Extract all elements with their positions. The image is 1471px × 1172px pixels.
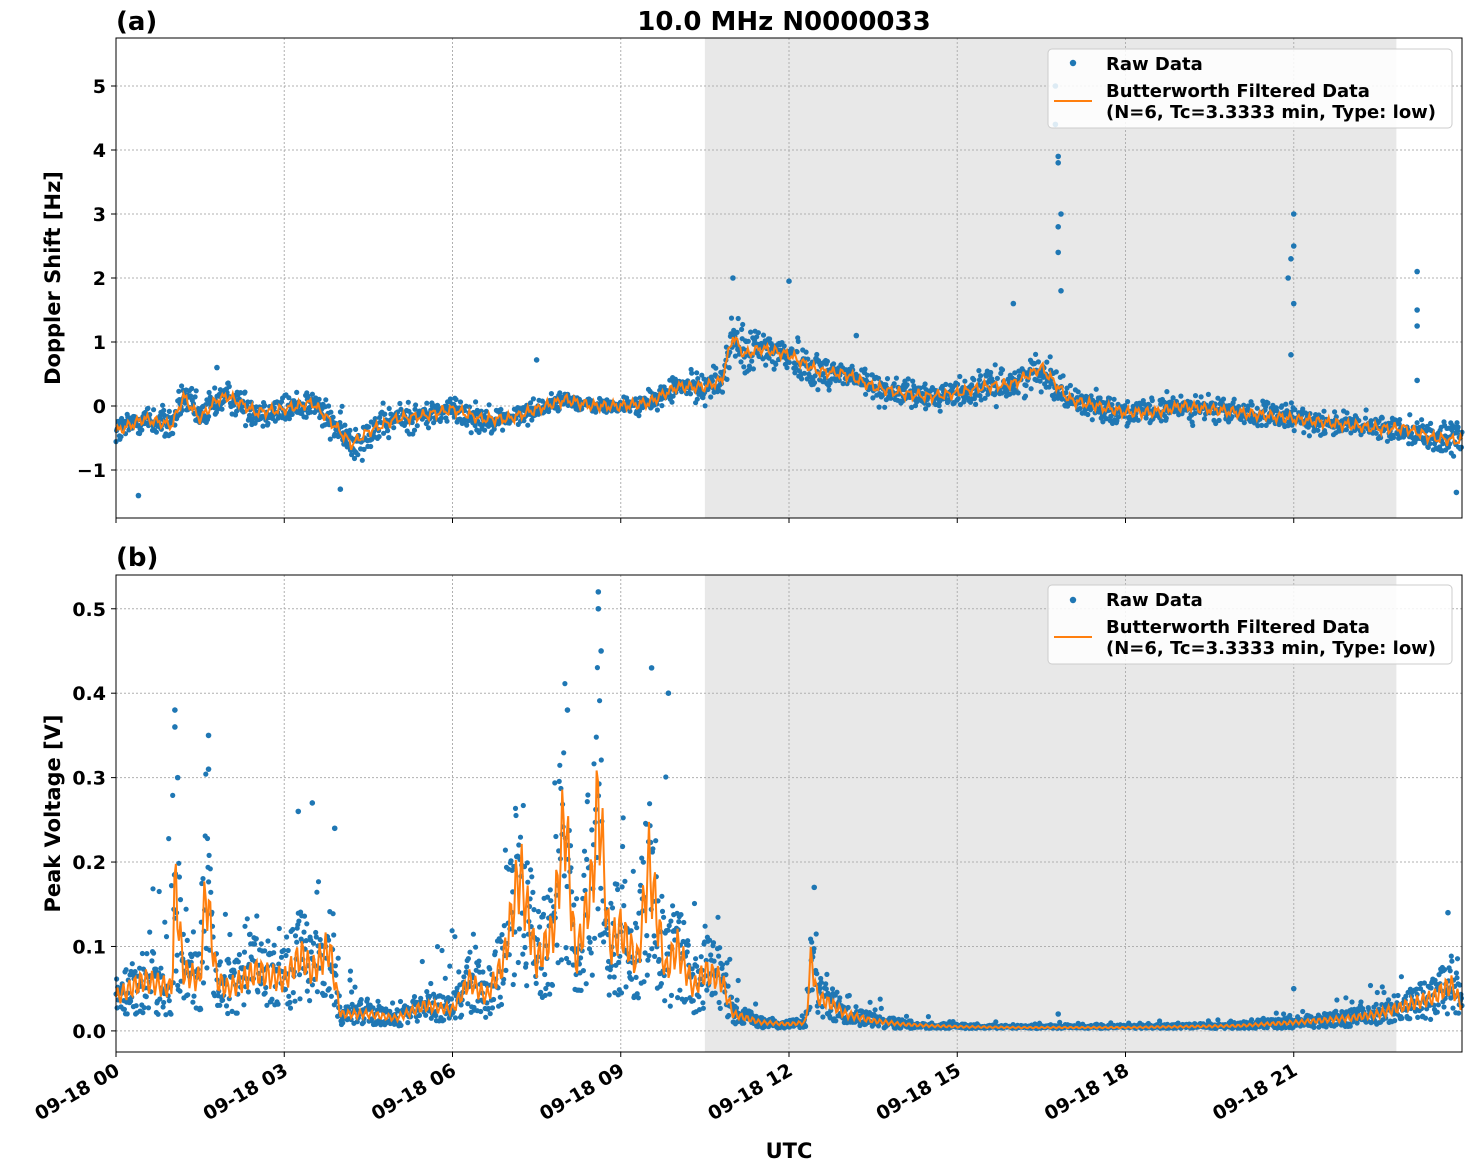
panel-b-legend-filtered-label-2: (N=6, Tc=3.3333 min, Type: low) — [1106, 638, 1436, 659]
y-tick-label: 0.2 — [72, 852, 106, 874]
y-tick-label: 0.5 — [72, 599, 106, 621]
panel-a-legend-raw-label: Raw Data — [1106, 54, 1203, 75]
raw-data-outlier-point — [1055, 224, 1061, 230]
raw-data-outlier-point — [1055, 249, 1061, 256]
y-tick-label: 0.4 — [72, 683, 106, 705]
x-tick-label: 09-18 03 — [199, 1059, 291, 1125]
panel-b-raw-points-cloud — [113, 664, 1465, 1032]
y-tick-label: 3 — [93, 204, 106, 226]
y-tick-label: 0.1 — [72, 936, 106, 958]
panel-a-filtered-line — [115, 335, 1463, 451]
raw-data-outlier-point — [595, 589, 602, 595]
x-tick-label: 09-18 18 — [1041, 1059, 1133, 1125]
y-tick-label: 2 — [93, 268, 106, 290]
x-tick-label: 09-18 15 — [872, 1059, 964, 1125]
raw-data-outlier-point — [1010, 300, 1017, 307]
panel-a: (a) −1 0 1 2 3 4 5 Doppler Shift [Hz] Raw Data… — [41, 7, 1465, 523]
raw-data-outlier-point — [730, 275, 736, 281]
y-tick-label: 4 — [93, 140, 106, 162]
raw-data-outlier-point — [786, 278, 792, 285]
raw-data-outlier-point — [811, 884, 818, 891]
raw-data-outlier-point — [1058, 288, 1064, 294]
raw-data-outlier-point — [1445, 909, 1451, 916]
raw-data-outlier-point — [1290, 300, 1297, 307]
panel-b-legend-raw-marker — [1069, 596, 1077, 604]
raw-data-outlier-point — [1290, 243, 1297, 249]
raw-data-outlier-point — [295, 808, 302, 815]
panel-b-legend-raw-label: Raw Data — [1106, 590, 1203, 611]
raw-data-outlier-point — [1058, 211, 1064, 217]
panel-a-y-axis-label: Doppler Shift [Hz] — [41, 171, 65, 385]
y-tick-label: 0.3 — [72, 768, 106, 790]
raw-data-outlier-point — [1414, 377, 1420, 384]
panel-b-label: (b) — [116, 543, 158, 573]
x-tick-label: 09-18 06 — [368, 1059, 460, 1125]
panel-a-label: (a) — [116, 7, 157, 37]
panel-a-legend-filtered-label-2: (N=6, Tc=3.3333 min, Type: low) — [1106, 102, 1436, 123]
raw-data-outlier-point — [595, 605, 602, 612]
butterworth-filtered-series-line — [115, 770, 1463, 1030]
x-tick-label: 09-18 09 — [536, 1059, 628, 1125]
panel-b-legend-filtered-label-1: Butterworth Filtered Data — [1106, 617, 1370, 638]
raw-data-outlier-point — [1414, 323, 1420, 329]
raw-data-outlier-point — [135, 492, 142, 499]
x-tick-label: 09-18 12 — [704, 1059, 796, 1125]
raw-data-outlier-point — [665, 690, 672, 696]
raw-data-outlier-point — [1288, 255, 1294, 262]
raw-data-outlier-point — [1414, 268, 1420, 275]
raw-data-outlier-point — [172, 707, 178, 713]
raw-data-outlier-point — [174, 774, 181, 781]
raw-data-outlier-point — [1453, 489, 1460, 496]
raw-data-outlier-point — [1055, 160, 1061, 166]
y-tick-label: 1 — [93, 332, 106, 354]
raw-data-outlier-point — [1290, 985, 1297, 992]
raw-data-outlier-point — [1055, 1011, 1061, 1017]
raw-data-outlier-point — [1285, 275, 1291, 281]
x-tick-label: 09-18 00 — [31, 1059, 123, 1125]
panel-b-y-axis-label: Peak Voltage [V] — [41, 714, 65, 912]
raw-data-outlier-point — [853, 332, 860, 339]
raw-data-outlier-point — [172, 724, 178, 730]
figure-title: 10.0 MHz N0000033 — [637, 7, 930, 37]
panel-a-legend-box — [1047, 48, 1453, 129]
panel-a-legend-raw-marker — [1069, 59, 1077, 67]
raw-data-outlier-point — [564, 707, 571, 713]
raw-data-outlier-point — [205, 732, 212, 739]
raw-data-outlier-point — [598, 648, 604, 654]
y-tick-label: −1 — [77, 460, 106, 482]
raw-data-outlier-point — [1288, 352, 1294, 358]
x-tick-label: 09-18 21 — [1209, 1059, 1301, 1125]
x-axis-label: UTC — [766, 1139, 813, 1163]
panel-a-raw-points-cloud — [113, 315, 1465, 463]
panel-a-x-ticks — [115, 518, 1295, 523]
raw-data-outlier-point — [337, 486, 344, 493]
raw-data-outlier-point — [205, 766, 212, 772]
panel-a-y-ticks: −1 0 1 2 3 4 5 — [77, 76, 116, 482]
raw-data-outlier-point — [1290, 211, 1297, 217]
butterworth-filtered-series-line — [115, 335, 1463, 451]
panel-a-legend: Raw Data Butterworth Filtered Data (N=6,… — [1047, 48, 1453, 129]
y-tick-label: 0 — [93, 396, 106, 418]
panel-a-legend-filtered-label-1: Butterworth Filtered Data — [1106, 81, 1370, 102]
raw-data-outlier-point — [648, 665, 655, 671]
panel-b-legend-box — [1047, 584, 1453, 665]
panel-b-raw-points — [113, 589, 1465, 1032]
panel-b-x-ticks: 09-18 00 09-18 03 09-18 06 09-18 09 09-18 12… — [31, 1052, 1301, 1125]
raw-data-outlier-point — [1055, 153, 1061, 160]
raw-data-outlier-point — [331, 825, 338, 832]
y-tick-label: 5 — [93, 76, 106, 98]
panel-b-filtered-line — [115, 770, 1463, 1030]
raw-data-outlier-point — [1414, 307, 1420, 313]
panel-a-raw-points — [113, 83, 1465, 499]
y-tick-label: 0.0 — [72, 1021, 106, 1043]
raw-data-outlier-point — [214, 364, 220, 371]
panel-b-y-ticks: 0.0 0.1 0.2 0.3 0.4 0.5 — [72, 599, 116, 1043]
raw-data-outlier-point — [533, 357, 540, 363]
raw-data-outlier-point — [309, 800, 316, 806]
panel-b-legend: Raw Data Butterworth Filtered Data (N=6,… — [1047, 584, 1453, 665]
panel-b: (b) 0.00.10.20.30.40.5 09-18 00 09-18 03 0… — [31, 543, 1465, 1125]
